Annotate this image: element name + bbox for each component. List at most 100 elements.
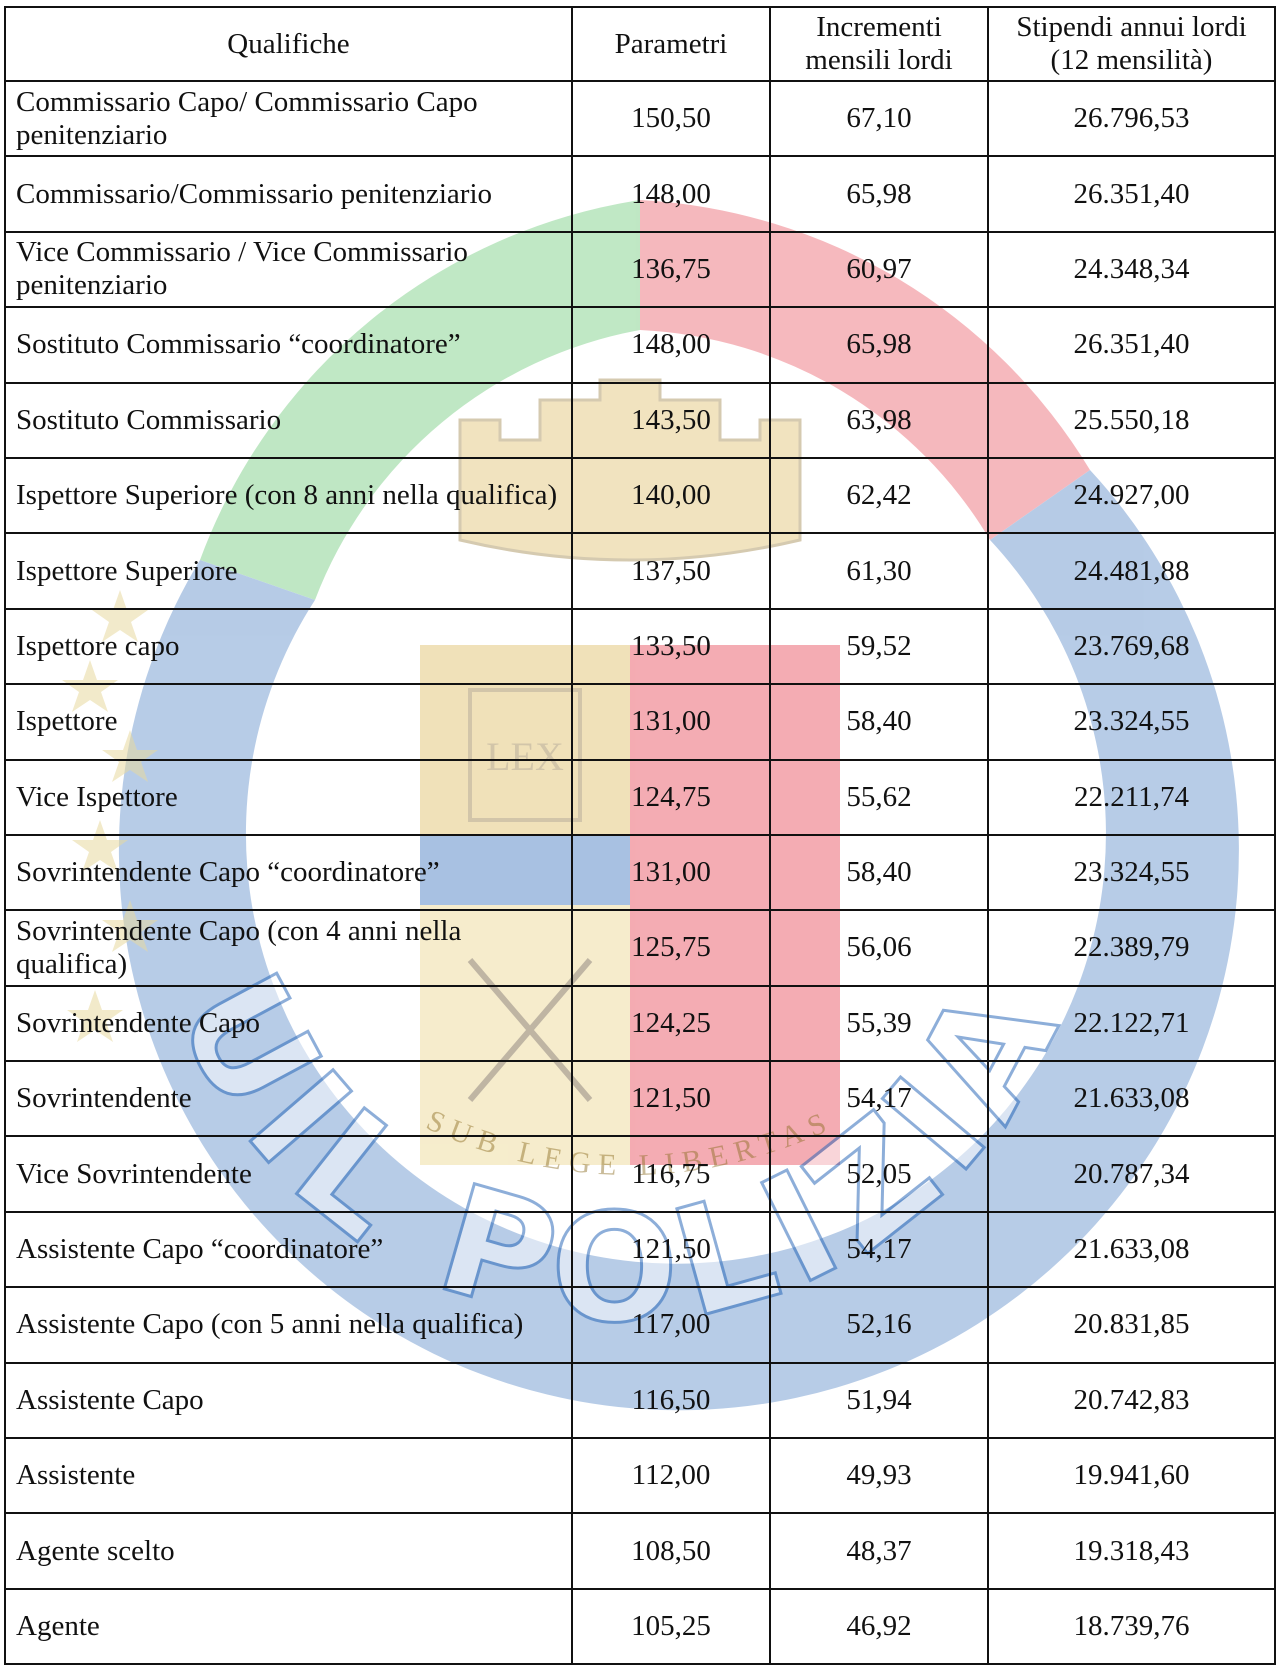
salary-table: Qualifiche Parametri Incrementi mensili … xyxy=(4,6,1276,1666)
incrementi-cell: 62,42 xyxy=(769,456,989,535)
incrementi-cell: 58,40 xyxy=(769,833,989,912)
parametri-cell: 117,00 xyxy=(571,1286,771,1364)
qualifica-cell: Sovrintendente Capo (con 4 anni nella qu… xyxy=(4,909,573,987)
table-row: Assistente Capo 116,50 51,94 20.742,83 xyxy=(4,1361,1276,1440)
table-row: Vice Ispettore 124,75 55,62 22.211,74 xyxy=(4,758,1276,836)
qualifica-cell: Sovrintendente Capo xyxy=(4,984,573,1063)
table-row: Ispettore 131,00 58,40 23.324,55 xyxy=(4,683,1276,761)
table-row: Sovrintendente Capo “coordinatore” 131,00… xyxy=(4,833,1276,912)
parametri-cell: 124,25 xyxy=(571,984,771,1063)
qualifica-cell: Vice Ispettore xyxy=(4,758,573,836)
incrementi-cell: 52,05 xyxy=(769,1135,989,1213)
table-row: Ispettore capo 133,50 59,52 23.769,68 xyxy=(4,607,1276,686)
parametri-cell: 121,50 xyxy=(571,1060,771,1138)
table-row: Assistente 112,00 49,93 19.941,60 xyxy=(4,1437,1276,1515)
parametri-cell: 148,00 xyxy=(571,155,771,233)
stipendi-cell: 25.550,18 xyxy=(987,381,1276,459)
table-header: Qualifiche Parametri Incrementi mensili … xyxy=(4,6,1276,82)
parametri-cell: 143,50 xyxy=(571,381,771,459)
incrementi-cell: 55,39 xyxy=(769,984,989,1063)
stipendi-cell: 23.324,55 xyxy=(987,833,1276,912)
table-row: Vice Commissario / Vice Commissario peni… xyxy=(4,230,1276,309)
qualifica-cell: Sostituto Commissario “coordinatore” xyxy=(4,306,573,384)
table-row: Commissario Capo/ Commissario Capo penit… xyxy=(4,79,1276,158)
table-row: Sovrintendente 121,50 54,17 21.633,08 xyxy=(4,1060,1276,1138)
parametri-cell: 112,00 xyxy=(571,1437,771,1515)
stipendi-cell: 20.831,85 xyxy=(987,1286,1276,1364)
incrementi-cell: 48,37 xyxy=(769,1512,989,1590)
incrementi-cell: 59,52 xyxy=(769,607,989,686)
incrementi-cell: 56,06 xyxy=(769,909,989,987)
stipendi-cell: 23.324,55 xyxy=(987,683,1276,761)
incrementi-cell: 49,93 xyxy=(769,1437,989,1515)
table-row: Vice Sovrintendente 116,75 52,05 20.787,34 xyxy=(4,1135,1276,1213)
qualifica-cell: Assistente Capo xyxy=(4,1361,573,1440)
incrementi-cell: 60,97 xyxy=(769,230,989,309)
qualifica-cell: Sovrintendente Capo “coordinatore” xyxy=(4,833,573,912)
parametri-cell: 131,00 xyxy=(571,683,771,761)
qualifica-cell: Assistente Capo (con 5 anni nella qualif… xyxy=(4,1286,573,1364)
stipendi-cell: 26.351,40 xyxy=(987,155,1276,233)
parametri-cell: 108,50 xyxy=(571,1512,771,1590)
incrementi-cell: 61,30 xyxy=(769,532,989,610)
incrementi-cell: 51,94 xyxy=(769,1361,989,1440)
header-qualifiche: Qualifiche xyxy=(4,6,573,82)
parametri-cell: 116,75 xyxy=(571,1135,771,1213)
qualifica-cell: Sostituto Commissario xyxy=(4,381,573,459)
header-incrementi: Incrementi mensili lordi xyxy=(769,6,989,82)
stipendi-cell: 24.348,34 xyxy=(987,230,1276,309)
stipendi-cell: 21.633,08 xyxy=(987,1060,1276,1138)
qualifica-cell: Sovrintendente xyxy=(4,1060,573,1138)
parametri-cell: 121,50 xyxy=(571,1210,771,1289)
qualifica-cell: Commissario Capo/ Commissario Capo penit… xyxy=(4,79,573,158)
parametri-cell: 124,75 xyxy=(571,758,771,836)
incrementi-cell: 52,16 xyxy=(769,1286,989,1364)
stipendi-cell: 26.351,40 xyxy=(987,306,1276,384)
incrementi-cell: 54,17 xyxy=(769,1060,989,1138)
stipendi-cell: 18.739,76 xyxy=(987,1587,1276,1666)
qualifica-cell: Vice Sovrintendente xyxy=(4,1135,573,1213)
stipendi-cell: 26.796,53 xyxy=(987,79,1276,158)
stipendi-cell: 22.211,74 xyxy=(987,758,1276,836)
table-row: Sovrintendente Capo (con 4 anni nella qu… xyxy=(4,909,1276,987)
stipendi-cell: 20.742,83 xyxy=(987,1361,1276,1440)
qualifica-cell: Vice Commissario / Vice Commissario peni… xyxy=(4,230,573,309)
header-stipendi: Stipendi annui lordi (12 mensilità) xyxy=(987,6,1276,82)
table-row: Agente 105,25 46,92 18.739,76 xyxy=(4,1587,1276,1666)
qualifica-cell: Assistente xyxy=(4,1437,573,1515)
table-row: Ispettore Superiore (con 8 anni nella qu… xyxy=(4,456,1276,535)
qualifica-cell: Ispettore Superiore (con 8 anni nella qu… xyxy=(4,456,573,535)
parametri-cell: 105,25 xyxy=(571,1587,771,1666)
incrementi-cell: 67,10 xyxy=(769,79,989,158)
qualifica-cell: Agente scelto xyxy=(4,1512,573,1590)
stipendi-cell: 24.927,00 xyxy=(987,456,1276,535)
table-row: Commissario/Commissario penitenziario 148… xyxy=(4,155,1276,233)
table-row: Ispettore Superiore 137,50 61,30 24.481,88 xyxy=(4,532,1276,610)
qualifica-cell: Commissario/Commissario penitenziario xyxy=(4,155,573,233)
stipendi-cell: 24.481,88 xyxy=(987,532,1276,610)
incrementi-cell: 65,98 xyxy=(769,155,989,233)
table-row: Assistente Capo “coordinatore” 121,50 54,1… xyxy=(4,1210,1276,1289)
qualifica-cell: Assistente Capo “coordinatore” xyxy=(4,1210,573,1289)
header-row: Qualifiche Parametri Incrementi mensili … xyxy=(4,6,1276,82)
table-row: Agente scelto 108,50 48,37 19.318,43 xyxy=(4,1512,1276,1590)
table-row: Assistente Capo (con 5 anni nella qualif… xyxy=(4,1286,1276,1364)
qualifica-cell: Agente xyxy=(4,1587,573,1666)
parametri-cell: 137,50 xyxy=(571,532,771,610)
qualifica-cell: Ispettore xyxy=(4,683,573,761)
table-row: Sovrintendente Capo 124,25 55,39 22.122,71 xyxy=(4,984,1276,1063)
qualifica-cell: Ispettore Superiore xyxy=(4,532,573,610)
stipendi-cell: 20.787,34 xyxy=(987,1135,1276,1213)
stipendi-cell: 21.633,08 xyxy=(987,1210,1276,1289)
stipendi-cell: 23.769,68 xyxy=(987,607,1276,686)
qualifica-cell: Ispettore capo xyxy=(4,607,573,686)
parametri-cell: 150,50 xyxy=(571,79,771,158)
stipendi-cell: 19.318,43 xyxy=(987,1512,1276,1590)
incrementi-cell: 46,92 xyxy=(769,1587,989,1666)
parametri-cell: 140,00 xyxy=(571,456,771,535)
stipendi-cell: 22.122,71 xyxy=(987,984,1276,1063)
parametri-cell: 136,75 xyxy=(571,230,771,309)
parametri-cell: 125,75 xyxy=(571,909,771,987)
incrementi-cell: 55,62 xyxy=(769,758,989,836)
header-parametri: Parametri xyxy=(571,6,771,82)
